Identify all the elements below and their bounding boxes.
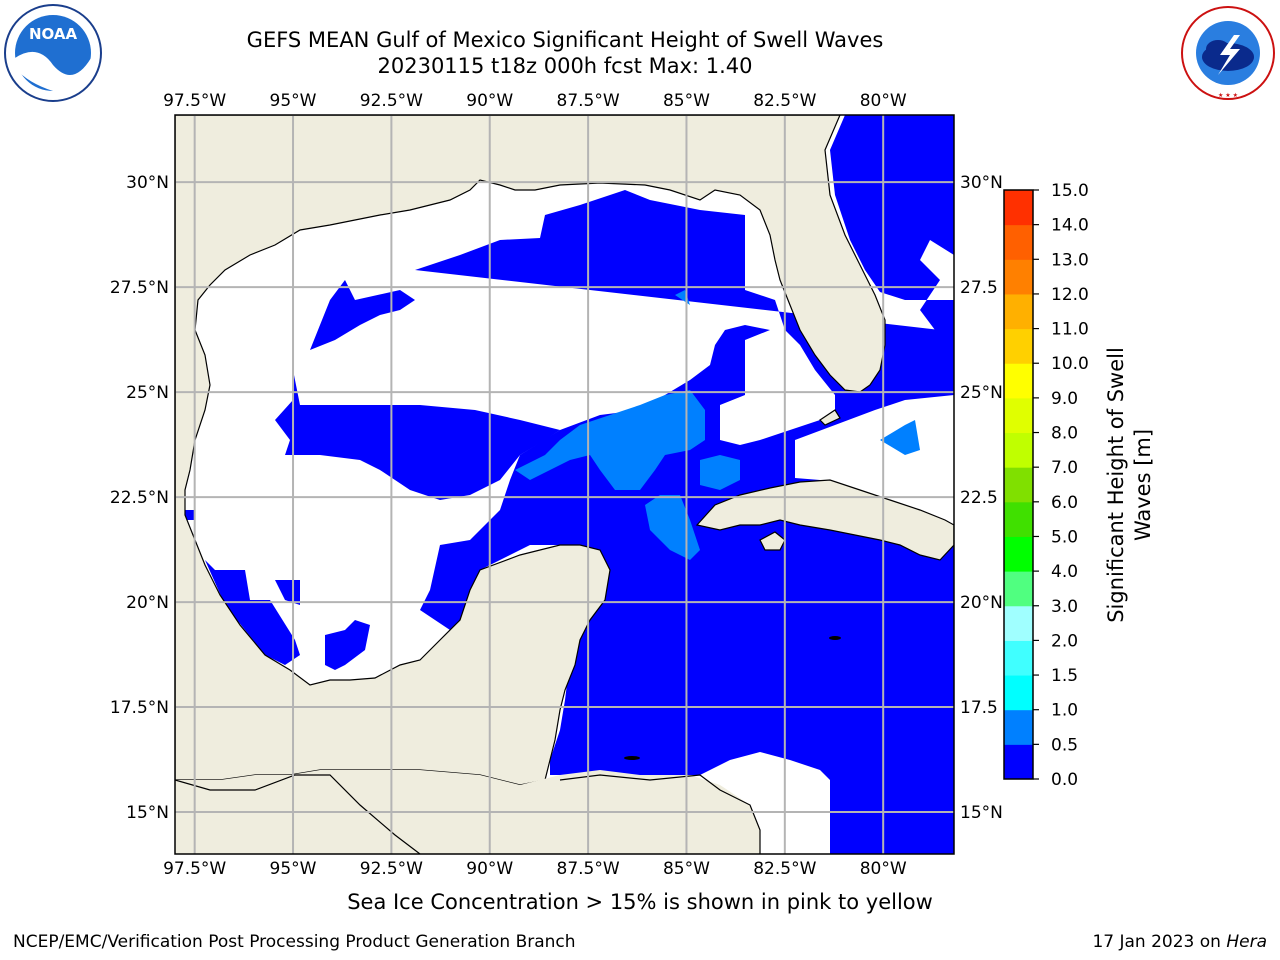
lat-label-left: 20°N bbox=[126, 593, 169, 613]
colorbar-label-line2: Waves [m] bbox=[1131, 429, 1155, 541]
colorbar-tick-label: 10.0 bbox=[1051, 354, 1089, 374]
lat-label-left: 25°N bbox=[126, 383, 169, 403]
lat-label-left: 30°N bbox=[126, 173, 169, 193]
lon-label-bottom: 97.5°W bbox=[163, 859, 226, 879]
colorbar-segment bbox=[1004, 501, 1033, 537]
lon-label-top: 85°W bbox=[663, 91, 710, 111]
map-frame bbox=[174, 114, 955, 855]
colorbar-segment bbox=[1004, 605, 1033, 641]
colorbar-segment bbox=[1004, 293, 1033, 330]
colorbar-segment bbox=[1004, 397, 1033, 434]
lat-label-right: 22.5 bbox=[960, 488, 998, 508]
colorbar-tick-label: 4.0 bbox=[1051, 562, 1078, 582]
colorbar-tick-label: 0.5 bbox=[1051, 735, 1078, 755]
noaa-logo: NOAA bbox=[4, 4, 102, 102]
colorbar-segment bbox=[1004, 259, 1033, 295]
colorbar-segment bbox=[1004, 328, 1033, 364]
lon-labels-bottom: 97.5°W 95°W 92.5°W 90°W 87.5°W 85°W 82.5°W 80°W bbox=[163, 859, 907, 879]
lon-label-top: 80°W bbox=[860, 91, 907, 111]
colorbar-segment bbox=[1004, 224, 1033, 260]
colorbar-tick-label: 1.0 bbox=[1051, 701, 1078, 721]
colorbar-tick-label: 0.0 bbox=[1051, 770, 1078, 790]
colorbar bbox=[1003, 189, 1034, 780]
lat-label-left: 15°N bbox=[126, 803, 169, 823]
lon-label-top: 90°W bbox=[466, 91, 513, 111]
sea-ice-note: Sea Ice Concentration > 15% is shown in … bbox=[347, 890, 933, 914]
colorbar-tick-label: 1.5 bbox=[1051, 666, 1078, 686]
noaa-logo-text: NOAA bbox=[29, 25, 78, 43]
lat-label-left: 17.5°N bbox=[110, 698, 169, 718]
lat-label-left: 22.5°N bbox=[110, 488, 169, 508]
colorbar-segment bbox=[1004, 190, 1033, 226]
islands bbox=[624, 636, 841, 760]
lat-label-right: 25°N bbox=[960, 383, 1003, 403]
chart-subtitle: 20230115 t18z 000h fcst Max: 1.40 bbox=[377, 54, 753, 78]
footer-host: Hera bbox=[1226, 932, 1267, 952]
lon-label-top: 87.5°W bbox=[557, 91, 620, 111]
colorbar-tick-label: 6.0 bbox=[1051, 493, 1078, 513]
lat-labels-left: 30°N 27.5°N 25°N 22.5°N 20°N 17.5°N 15°N bbox=[110, 173, 169, 823]
colorbar-segment bbox=[1004, 432, 1033, 468]
lon-label-bottom: 85°W bbox=[663, 859, 710, 879]
colorbar-tick-label: 9.0 bbox=[1051, 389, 1078, 409]
colorbar-segment bbox=[1004, 709, 1033, 745]
colorbar-tick-label: 12.0 bbox=[1051, 285, 1089, 305]
lon-label-bottom: 80°W bbox=[860, 859, 907, 879]
chart-title: GEFS MEAN Gulf of Mexico Significant Hei… bbox=[246, 28, 884, 52]
colorbar-segment bbox=[1004, 467, 1033, 503]
lat-labels-right: 30°N 27.5 25°N 22.5 20°N 17.5 15°N bbox=[960, 173, 1003, 823]
colorbar-tick-label: 11.0 bbox=[1051, 320, 1089, 340]
nws-logo: ★ ★ ★ bbox=[1181, 6, 1275, 100]
lat-label-right: 17.5 bbox=[960, 698, 998, 718]
colorbar-tick-label: 5.0 bbox=[1051, 527, 1078, 547]
colorbar-tick-label: 15.0 bbox=[1051, 181, 1089, 201]
colorbar-tick-label: 2.0 bbox=[1051, 631, 1078, 651]
footer-left: NCEP/EMC/Verification Post Processing Pr… bbox=[13, 932, 576, 952]
lat-label-right: 30°N bbox=[960, 173, 1003, 193]
colorbar-segment bbox=[1004, 744, 1033, 780]
colorbar-segment bbox=[1004, 571, 1033, 607]
lon-labels-top: 97.5°W 95°W 92.5°W 90°W 87.5°W 85°W 82.5°W 80°W bbox=[163, 91, 907, 111]
colorbar-tick-label: 3.0 bbox=[1051, 597, 1078, 617]
colorbar-tick-label: 13.0 bbox=[1051, 250, 1089, 270]
colorbar-frame bbox=[1003, 189, 1034, 780]
colorbar-segment bbox=[1004, 640, 1033, 676]
lat-label-right: 20°N bbox=[960, 593, 1003, 613]
lon-label-top: 97.5°W bbox=[163, 91, 226, 111]
colorbar-segment bbox=[1004, 363, 1033, 399]
svg-text:★ ★ ★: ★ ★ ★ bbox=[1218, 92, 1238, 99]
lat-label-left: 27.5°N bbox=[110, 278, 169, 298]
lon-label-top: 92.5°W bbox=[360, 91, 423, 111]
colorbar-ticks: 0.0 0.5 1.0 1.5 2.0 3.0 4.0 5.0 6.0 7.0 8.0 9.0 10.0… bbox=[1033, 181, 1089, 790]
colorbar-tick-label: 8.0 bbox=[1051, 424, 1078, 444]
lon-label-bottom: 87.5°W bbox=[557, 859, 620, 879]
map-gridlines bbox=[175, 115, 954, 854]
lon-label-top: 82.5°W bbox=[753, 91, 816, 111]
lon-label-top: 95°W bbox=[270, 91, 317, 111]
colorbar-label-line1: Significant Height of Swell bbox=[1104, 347, 1128, 623]
lon-label-bottom: 92.5°W bbox=[360, 859, 423, 879]
footer-right: 17 Jan 2023 on Hera bbox=[1092, 932, 1267, 952]
colorbar-tick-label: 7.0 bbox=[1051, 458, 1078, 478]
lat-label-right: 15°N bbox=[960, 803, 1003, 823]
footer-date: 17 Jan 2023 on bbox=[1092, 932, 1227, 952]
lon-label-bottom: 95°W bbox=[270, 859, 317, 879]
colorbar-segment bbox=[1004, 536, 1033, 572]
colorbar-segment bbox=[1004, 675, 1033, 711]
lat-label-right: 27.5 bbox=[960, 278, 998, 298]
colorbar-tick-label: 14.0 bbox=[1051, 216, 1089, 236]
lon-label-bottom: 90°W bbox=[466, 859, 513, 879]
lon-label-bottom: 82.5°W bbox=[753, 859, 816, 879]
